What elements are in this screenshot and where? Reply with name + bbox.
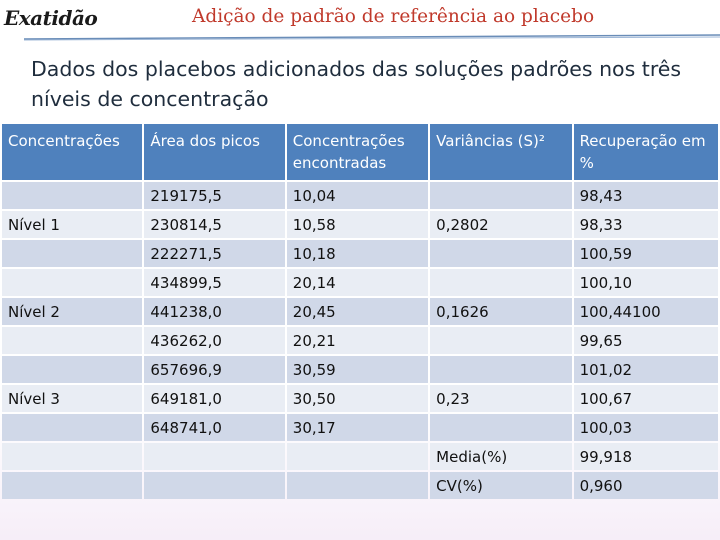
table-cell: 30,50 <box>286 385 429 412</box>
table-cell: CV(%) <box>430 472 572 499</box>
table-cell <box>430 182 572 209</box>
table-cell: 10,04 <box>286 182 429 209</box>
table-cell <box>2 443 143 470</box>
table-cell <box>2 356 143 383</box>
column-header: Concentrações <box>2 124 143 180</box>
table-cell: 10,58 <box>286 211 429 238</box>
column-header: Concentrações encontradas <box>286 124 429 180</box>
table-header-row: Concentrações Área dos picos Concentraçõ… <box>2 124 718 180</box>
table-cell: 98,33 <box>573 211 718 238</box>
table-cell: 0,2802 <box>430 211 572 238</box>
table-cell: 20,45 <box>286 298 429 325</box>
table-row: 436262,0 20,21 99,65 <box>2 327 718 354</box>
table-row: Nível 1 230814,5 10,58 0,2802 98,33 <box>2 211 718 238</box>
table-cell: 101,02 <box>573 356 718 383</box>
table-row: 219175,5 10,04 98,43 <box>2 182 718 209</box>
table-row: 434899,5 20,14 100,10 <box>2 269 718 296</box>
table-cell: 20,14 <box>286 269 429 296</box>
table-cell <box>286 443 429 470</box>
table-cell: 441238,0 <box>144 298 285 325</box>
table-cell <box>430 269 572 296</box>
table-cell: 222271,5 <box>144 240 285 267</box>
table-cell: 436262,0 <box>144 327 285 354</box>
table-cell <box>430 327 572 354</box>
table-cell: 657696,9 <box>144 356 285 383</box>
table-cell: 648741,0 <box>144 414 285 441</box>
table-cell: 649181,0 <box>144 385 285 412</box>
table-cell: 100,59 <box>573 240 718 267</box>
column-header: Recuperação em % <box>573 124 718 180</box>
table-cell: 100,67 <box>573 385 718 412</box>
table-cell <box>2 269 143 296</box>
table-row: CV(%) 0,960 <box>2 472 718 499</box>
table-cell: 30,59 <box>286 356 429 383</box>
table-cell <box>286 472 429 499</box>
table-cell: 98,43 <box>573 182 718 209</box>
table-cell: 10,18 <box>286 240 429 267</box>
page-title: Adição de padrão de referência ao placeb… <box>192 6 595 27</box>
table-cell: 30,17 <box>286 414 429 441</box>
slide-subtitle: Dados dos placebos adicionados das soluç… <box>31 57 682 111</box>
table-row: Nível 3 649181,0 30,50 0,23 100,67 <box>2 385 718 412</box>
table-cell <box>2 327 143 354</box>
table-cell: 100,44100 <box>573 298 718 325</box>
table-cell: 99,918 <box>573 443 718 470</box>
table-cell: Nível 1 <box>2 211 143 238</box>
table-cell <box>144 472 285 499</box>
table-cell <box>144 443 285 470</box>
column-header: Variâncias (S)² <box>430 124 572 180</box>
table-row: Media(%) 99,918 <box>2 443 718 470</box>
table-cell <box>2 182 143 209</box>
table-cell: Nível 2 <box>2 298 143 325</box>
column-header: Área dos picos <box>144 124 285 180</box>
results-table: Concentrações Área dos picos Concentraçõ… <box>0 122 720 501</box>
table-cell: 20,21 <box>286 327 429 354</box>
table-cell: 99,65 <box>573 327 718 354</box>
logo-text: Exatidão <box>4 6 98 30</box>
table-cell: 100,03 <box>573 414 718 441</box>
table-cell: 100,10 <box>573 269 718 296</box>
table-cell: 434899,5 <box>144 269 285 296</box>
table-cell: 219175,5 <box>144 182 285 209</box>
table-cell: 0,23 <box>430 385 572 412</box>
table-cell: 0,960 <box>573 472 718 499</box>
table-row: 648741,0 30,17 100,03 <box>2 414 718 441</box>
table-cell: Nível 3 <box>2 385 143 412</box>
table-cell: 230814,5 <box>144 211 285 238</box>
table-cell <box>2 472 143 499</box>
table-cell <box>2 240 143 267</box>
table-row: Nível 2 441238,0 20,45 0,1626 100,44100 <box>2 298 718 325</box>
table-cell <box>430 414 572 441</box>
table-cell <box>2 414 143 441</box>
table-cell <box>430 356 572 383</box>
decorative-divider <box>24 34 720 41</box>
table-cell: Media(%) <box>430 443 572 470</box>
table-cell: 0,1626 <box>430 298 572 325</box>
table-cell <box>430 240 572 267</box>
table-row: 222271,5 10,18 100,59 <box>2 240 718 267</box>
table-row: 657696,9 30,59 101,02 <box>2 356 718 383</box>
